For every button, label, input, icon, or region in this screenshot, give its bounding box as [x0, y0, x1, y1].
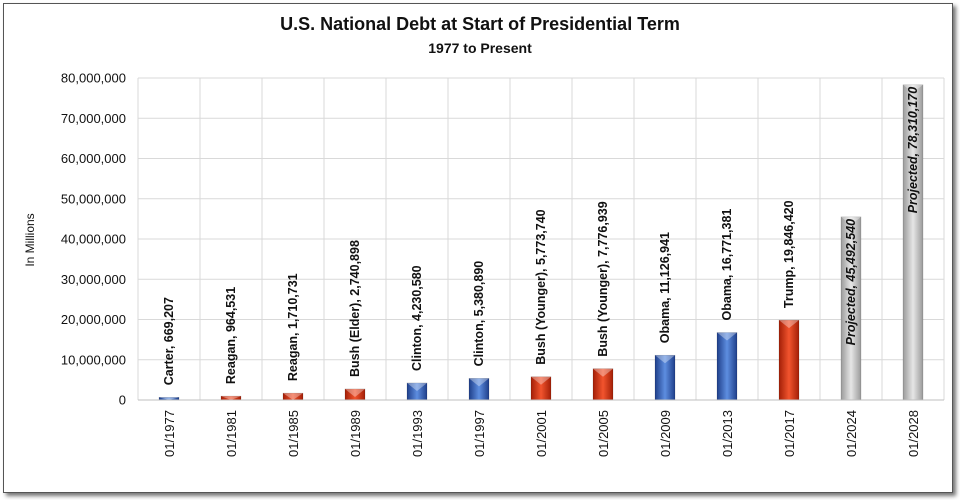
bar-01-2013 [716, 332, 738, 401]
x-tick-label: 01/1997 [472, 410, 487, 457]
x-tick-label: 01/1977 [162, 410, 177, 457]
data-label: Reagan, 964,531 [224, 287, 238, 384]
y-tick-label: 40,000,000 [61, 232, 126, 247]
data-label: Clinton, 4,230,580 [410, 265, 424, 371]
chart-title: U.S. National Debt at Start of President… [280, 14, 680, 34]
bar-bevel [221, 396, 241, 400]
y-tick-label: 30,000,000 [61, 272, 126, 287]
x-tick-label: 01/2013 [720, 410, 735, 457]
bar-bevel [717, 332, 737, 341]
data-label: Bush (Younger), 7,776,939 [596, 201, 610, 356]
y-tick-label: 70,000,000 [61, 111, 126, 126]
x-tick-label: 01/2005 [596, 410, 611, 457]
data-label: Bush (Younger), 5,773,740 [534, 209, 548, 364]
x-tick-label: 01/1981 [224, 410, 239, 457]
y-axis-label: In Millions [23, 213, 37, 266]
x-tick-label: 01/1989 [348, 410, 363, 457]
y-tick-label: 50,000,000 [61, 191, 126, 206]
data-label: Clinton, 5,380,890 [472, 261, 486, 367]
y-tick-label: 0 [119, 393, 126, 408]
x-tick-label: 01/2009 [658, 410, 673, 457]
data-label: Reagan, 1,710,731 [286, 273, 300, 381]
chart-frame [3, 3, 953, 493]
bar-bevel [593, 368, 613, 377]
bar-bevel [903, 84, 923, 93]
bar-bevel [283, 393, 303, 400]
data-label: Obama, 16,771,381 [720, 209, 734, 321]
data-label: Obama, 11,126,941 [658, 232, 672, 343]
data-label: Trump, 19,846,420 [782, 200, 796, 308]
y-tick-label: 10,000,000 [61, 352, 126, 367]
bar-bevel [407, 382, 427, 391]
y-tick-label: 60,000,000 [61, 151, 126, 166]
bar-bevel [841, 216, 861, 225]
y-tick-label: 20,000,000 [61, 312, 126, 327]
x-tick-label: 01/1993 [410, 410, 425, 457]
bar-bevel [469, 378, 489, 387]
bar-bevel [345, 388, 365, 397]
bar-bevel [159, 397, 179, 400]
bar-bevel [531, 376, 551, 385]
data-label: Projected, 45,492,540 [844, 219, 858, 346]
bar-bevel [655, 355, 675, 364]
chart-subtitle: 1977 to Present [428, 40, 532, 56]
x-tick-label: 01/2017 [782, 410, 797, 457]
bar-bevel [779, 320, 799, 329]
x-tick-label: 01/2024 [844, 410, 859, 457]
y-tick-label: 80,000,000 [61, 71, 126, 86]
data-label: Projected, 78,310,170 [906, 87, 920, 214]
data-label: Bush (Elder), 2,740,898 [348, 240, 362, 377]
x-tick-label: 01/2028 [906, 410, 921, 457]
data-label: Carter, 669,207 [162, 297, 176, 385]
x-tick-label: 01/1985 [286, 410, 301, 457]
x-tick-label: 01/2001 [534, 410, 549, 457]
bar-01-2017 [778, 319, 800, 401]
